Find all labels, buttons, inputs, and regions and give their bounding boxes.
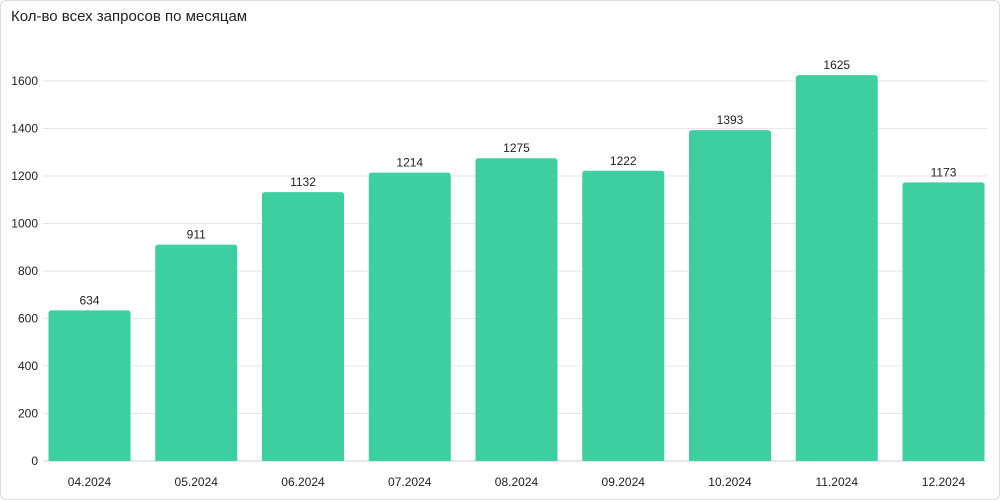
data-label: 1214 xyxy=(396,156,423,170)
x-tick-label: 06.2024 xyxy=(281,475,325,489)
x-tick-label: 11.2024 xyxy=(816,475,859,489)
data-label: 1393 xyxy=(717,113,744,127)
y-tick-label: 200 xyxy=(18,407,38,421)
bar-11.2024[interactable] xyxy=(795,75,878,461)
data-label: 1625 xyxy=(823,58,850,72)
y-tick-label: 0 xyxy=(31,454,38,468)
data-label: 1132 xyxy=(290,175,316,189)
x-tick-label: 04.2024 xyxy=(68,475,112,489)
data-label: 1173 xyxy=(931,165,957,179)
bar-08.2024[interactable] xyxy=(475,158,558,461)
y-tick-label: 400 xyxy=(18,359,38,373)
bar-10.2024[interactable] xyxy=(689,130,771,461)
bar-06.2024[interactable] xyxy=(262,192,344,461)
x-tick-label: 05.2024 xyxy=(175,475,219,489)
data-label: 1275 xyxy=(503,141,530,155)
bar-12.2024[interactable] xyxy=(902,182,985,461)
data-label: 634 xyxy=(79,293,99,307)
x-tick-label: 09.2024 xyxy=(602,475,646,489)
x-tick-label: 10.2024 xyxy=(708,475,752,489)
y-tick-label: 1600 xyxy=(11,74,38,88)
y-tick-label: 1400 xyxy=(11,122,38,136)
data-label: 1222 xyxy=(610,154,637,168)
data-label: 911 xyxy=(187,228,206,242)
y-tick-label: 800 xyxy=(18,264,38,278)
x-tick-label: 08.2024 xyxy=(495,475,539,489)
bar-04.2024[interactable] xyxy=(48,310,131,461)
bar-09.2024[interactable] xyxy=(582,170,665,461)
bar-05.2024[interactable] xyxy=(155,244,238,461)
bar-07.2024[interactable] xyxy=(368,172,451,462)
y-tick-label: 1000 xyxy=(11,217,38,231)
x-tick-label: 07.2024 xyxy=(388,475,432,489)
x-tick-label: 12.2024 xyxy=(922,475,966,489)
y-tick-label: 600 xyxy=(18,312,38,326)
chart-title: Кол-во всех запросов по месяцам xyxy=(11,8,248,25)
y-tick-label: 1200 xyxy=(11,169,38,183)
